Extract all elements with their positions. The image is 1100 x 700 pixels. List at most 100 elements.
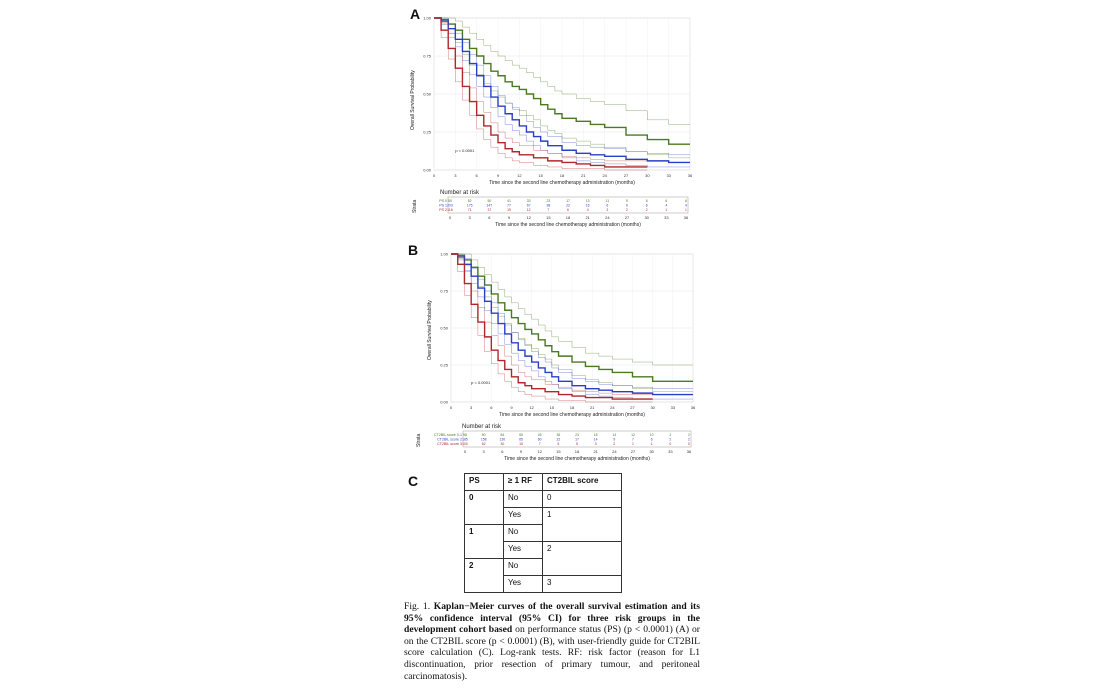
x-tick-label: 18 xyxy=(575,449,580,454)
risk-count: 116 xyxy=(447,208,453,212)
risk-count: 77 xyxy=(507,204,511,208)
risk-count: 6 xyxy=(646,199,648,203)
x-tick-label: 3 xyxy=(469,215,472,220)
x-tick-label: 18 xyxy=(570,405,575,410)
risk-count: 7 xyxy=(539,442,541,446)
risk-count: 71 xyxy=(468,208,472,212)
x-tick-label: 24 xyxy=(610,405,615,410)
risk-count: 33 xyxy=(527,199,531,203)
table-header-rf: ≥ 1 RF xyxy=(503,473,543,491)
x-tick-label: 9 xyxy=(508,215,511,220)
x-tick-label: 21 xyxy=(581,173,586,178)
table-cell-score: 2 xyxy=(542,541,622,576)
strata-label: Strata xyxy=(416,433,422,447)
table-cell-ps: 0 xyxy=(464,490,504,525)
ci-upper-line xyxy=(451,253,653,395)
risk-count: 6 xyxy=(665,199,667,203)
risk-count: 14 xyxy=(612,433,616,437)
risk-count: 23 xyxy=(546,199,550,203)
risk-count: 30 xyxy=(500,442,504,446)
risk-table-title: Number at risk xyxy=(440,190,480,196)
x-tick-label: 36 xyxy=(688,173,693,178)
risk-count: 17 xyxy=(575,438,579,442)
x-axis-label: Time since the second line chemotherapy … xyxy=(499,412,645,418)
table-cell-score: 1 xyxy=(542,507,622,542)
x-tick-label: 15 xyxy=(538,173,543,178)
x-tick-label: 15 xyxy=(546,215,551,220)
table-cell-rf: No xyxy=(503,490,543,508)
x-tick-label: 12 xyxy=(517,173,522,178)
x-tick-label: 9 xyxy=(520,449,523,454)
stratum-name: CT2BIL score 3 xyxy=(437,442,462,446)
y-tick-label: 0.25 xyxy=(440,363,449,368)
risk-count: 36 xyxy=(556,433,560,437)
risk-count: 60 xyxy=(538,438,542,442)
risk-count: 130 xyxy=(499,438,505,442)
risk-count: 52 xyxy=(468,199,472,203)
x-tick-label: 36 xyxy=(687,449,692,454)
caption-prefix: Fig. 1. xyxy=(404,601,434,612)
ci-upper-line xyxy=(451,253,693,389)
risk-count: 0 xyxy=(669,442,671,446)
table-row: 0 No 0 xyxy=(464,490,622,525)
risk-count: 10 xyxy=(650,433,654,437)
x-tick-label: 33 xyxy=(666,173,671,178)
panel-c-letter: C xyxy=(408,473,419,489)
survival-curve xyxy=(434,17,690,164)
risk-count: 37 xyxy=(487,208,491,212)
risk-count: 45 xyxy=(538,433,542,437)
risk-table-box xyxy=(462,430,692,448)
risk-count: 5 xyxy=(576,442,578,446)
risk-count: 9 xyxy=(626,199,628,203)
panel-a-km-chart: 0.000.250.500.751.000 3 6 9 12 15 18 21 24 27 30 33… xyxy=(423,16,693,187)
risk-count: 4 xyxy=(685,204,687,208)
y-tick-label: 0.25 xyxy=(423,130,432,135)
risk-count: 13 xyxy=(586,199,590,203)
risk-table-title: Number at risk xyxy=(462,424,502,430)
x-tick-label: 33 xyxy=(668,449,673,454)
x-axis-label: Time since the second line chemotherapy … xyxy=(504,456,650,462)
risk-count: 4 xyxy=(665,204,667,208)
x-tick-label: 0 xyxy=(433,173,436,178)
panel-a-letter: A xyxy=(410,6,421,22)
risk-count: 9 xyxy=(613,438,615,442)
table-cell-ps: 1 xyxy=(464,524,504,559)
risk-count: 65 xyxy=(519,438,523,442)
x-tick-label: 12 xyxy=(526,215,531,220)
x-tick-label: 0 xyxy=(450,405,453,410)
x-tick-label: 24 xyxy=(605,215,610,220)
stratum-name: PS 1 xyxy=(439,204,447,208)
table-row: Yes 3 xyxy=(465,575,622,593)
ci-lower-line xyxy=(451,253,653,403)
ct2bil-guide-table: PS ≥ 1 RF CT2BIL score 0 No 0 Yes 1 1 No… xyxy=(464,473,622,593)
risk-count: 1 xyxy=(632,442,634,446)
x-tick-label: 30 xyxy=(649,449,654,454)
risk-count: 6 xyxy=(567,208,569,212)
x-tick-label: 6 xyxy=(488,215,491,220)
p-value-label: p < 0.0001 xyxy=(455,148,475,153)
y-tick-label: 1.00 xyxy=(423,16,432,21)
risk-count: 3 xyxy=(595,442,597,446)
risk-count: 62 xyxy=(482,442,486,446)
strata-label: Strata xyxy=(412,199,418,213)
risk-count: 7 xyxy=(632,438,634,442)
x-tick-label: 12 xyxy=(529,405,534,410)
ci-upper-line xyxy=(434,17,690,125)
x-tick-label: 30 xyxy=(645,173,650,178)
table-cell-rf: Yes xyxy=(503,541,543,559)
risk-count: 185 xyxy=(462,438,468,442)
survival-curve xyxy=(451,253,653,400)
x-tick-label: 3 xyxy=(470,405,473,410)
risk-count: 1 xyxy=(685,208,687,212)
risk-table-box xyxy=(447,196,689,214)
risk-count: 2 xyxy=(669,433,671,437)
risk-count: 98 xyxy=(463,433,467,437)
risk-count: 11 xyxy=(606,199,610,203)
table-header-ps: PS xyxy=(464,473,504,491)
risk-count: 175 xyxy=(467,204,473,208)
y-tick-label: 0.50 xyxy=(423,92,432,97)
risk-count: 90 xyxy=(482,433,486,437)
risk-count: 84 xyxy=(500,433,504,437)
